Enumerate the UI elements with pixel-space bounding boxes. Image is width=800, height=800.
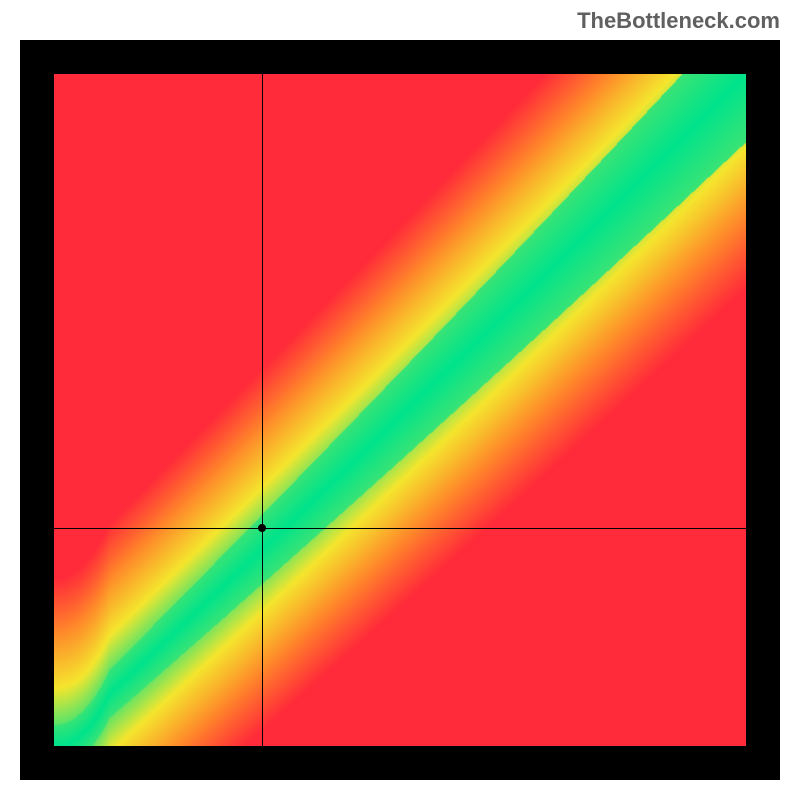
- plot-area: [54, 74, 746, 746]
- crosshair-horizontal: [54, 528, 746, 529]
- data-point-marker: [258, 524, 266, 532]
- heatmap-canvas: [54, 74, 746, 746]
- crosshair-vertical: [262, 74, 263, 746]
- chart-container: TheBottleneck.com: [0, 0, 800, 800]
- watermark-text: TheBottleneck.com: [577, 8, 780, 34]
- chart-frame: [20, 40, 780, 780]
